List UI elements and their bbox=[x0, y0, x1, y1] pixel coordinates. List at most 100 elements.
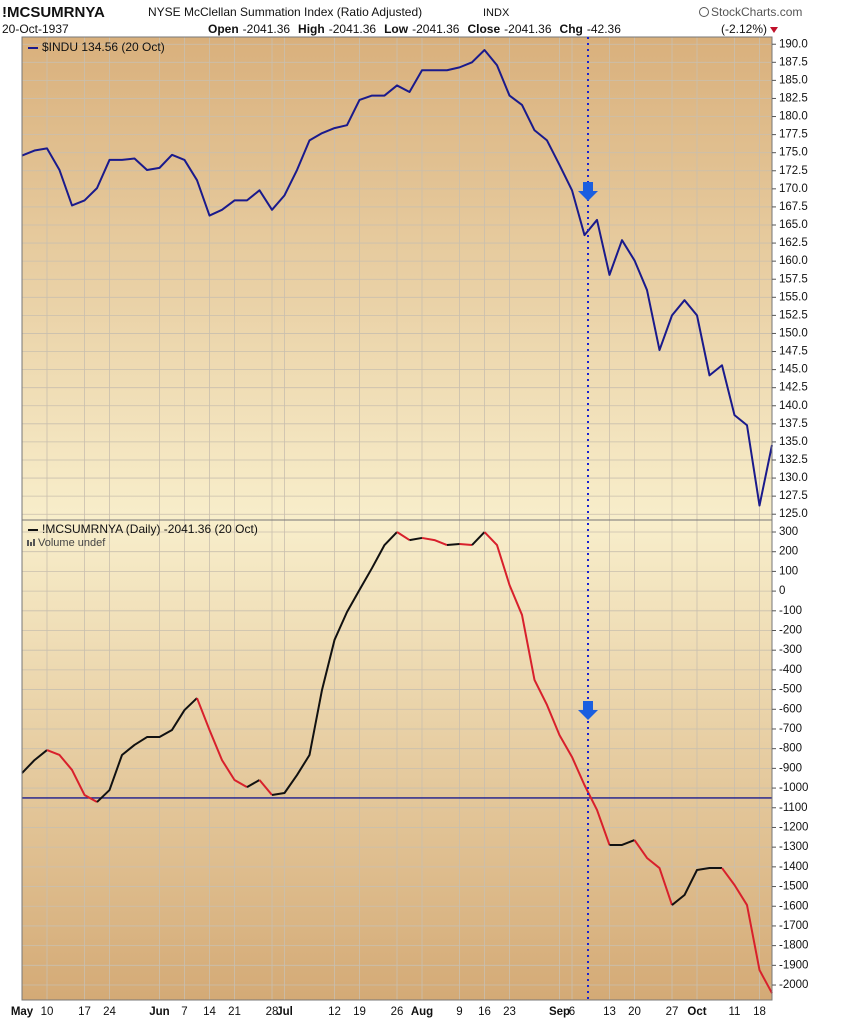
data-layer bbox=[21, 49, 773, 994]
data-line bbox=[409, 536, 423, 542]
legend-entry: $INDU 134.56 (20 Oct) bbox=[42, 40, 165, 54]
y-tick-label: 137.5 bbox=[779, 418, 808, 430]
quote-label: Open bbox=[208, 22, 239, 36]
y-tick-label: 157.5 bbox=[779, 273, 808, 285]
data-line bbox=[96, 697, 198, 803]
y-tick-label: 180.0 bbox=[779, 111, 808, 123]
quote-row: Open -2041.36 High -2041.36 Low -2041.36 Close… bbox=[208, 22, 621, 36]
y-tick-label: 185.0 bbox=[779, 74, 808, 86]
volume-icon bbox=[30, 542, 32, 546]
y-tick-label: -1800 bbox=[779, 940, 808, 952]
data-line bbox=[396, 531, 411, 541]
bottom-frame bbox=[21, 519, 773, 1001]
data-line bbox=[671, 867, 722, 906]
x-tick-label: Jul bbox=[276, 1006, 293, 1018]
y-tick-label: 187.5 bbox=[779, 56, 808, 68]
data-line bbox=[196, 697, 248, 788]
quote-value: -2041.36 bbox=[412, 22, 460, 36]
y-tick-label: -1000 bbox=[779, 782, 808, 794]
y-tick-label: -1400 bbox=[779, 861, 808, 873]
y-tick-label: -1300 bbox=[779, 841, 808, 853]
x-tick-label: 9 bbox=[456, 1006, 462, 1018]
x-tick-label: 19 bbox=[353, 1006, 366, 1018]
x-tick-label: 17 bbox=[78, 1006, 91, 1018]
y-tick-label: 135.0 bbox=[779, 436, 808, 448]
data-line bbox=[258, 779, 273, 796]
quote-label: Low bbox=[384, 22, 409, 36]
x-tick-label: 26 bbox=[391, 1006, 404, 1018]
y-tick-label: -300 bbox=[779, 644, 802, 656]
y-tick-label: 167.5 bbox=[779, 201, 808, 213]
y-tick-label: -1700 bbox=[779, 920, 808, 932]
y-tick-label: -900 bbox=[779, 762, 802, 774]
y-tick-label: 170.0 bbox=[779, 183, 808, 195]
y-tick-label: -800 bbox=[779, 743, 802, 755]
x-tick-label: 28 bbox=[266, 1006, 279, 1018]
y-tick-label: 130.0 bbox=[779, 472, 808, 484]
quote-label: Chg bbox=[560, 22, 583, 36]
y-tick-label: -100 bbox=[779, 605, 802, 617]
y-tick-label: -1900 bbox=[779, 959, 808, 971]
y-tick-label: 142.5 bbox=[779, 382, 808, 394]
y-tick-label: 145.0 bbox=[779, 364, 808, 376]
data-line bbox=[609, 839, 635, 846]
quote-label: High bbox=[298, 22, 325, 36]
data-line bbox=[421, 536, 448, 546]
data-line bbox=[446, 543, 460, 547]
y-tick-label: -1200 bbox=[779, 821, 808, 833]
x-tick-label: 7 bbox=[181, 1006, 187, 1018]
y-tick-label: 132.5 bbox=[779, 454, 808, 466]
y-tick-label: 162.5 bbox=[779, 237, 808, 249]
x-tick-label: 6 bbox=[569, 1006, 575, 1018]
x-tick-label: Sep bbox=[549, 1006, 570, 1018]
quote-label: Close bbox=[467, 22, 500, 36]
y-tick-label: 147.5 bbox=[779, 346, 808, 358]
brand: StockCharts.com bbox=[711, 5, 802, 19]
y-tick-label: 182.5 bbox=[779, 92, 808, 104]
x-tick-label: 27 bbox=[666, 1006, 679, 1018]
change-pct: (-2.12%) bbox=[721, 22, 767, 36]
x-tick-label: 12 bbox=[328, 1006, 341, 1018]
y-tick-label: -500 bbox=[779, 684, 802, 696]
y-tick-label: 175.0 bbox=[779, 147, 808, 159]
volume-icon bbox=[33, 539, 35, 546]
data-line bbox=[471, 531, 486, 546]
y-tick-label: 172.5 bbox=[779, 165, 808, 177]
quote-value: -42.36 bbox=[587, 22, 621, 36]
y-tick-label: 100 bbox=[779, 565, 798, 577]
volume-icon bbox=[27, 540, 29, 546]
x-tick-label: 13 bbox=[603, 1006, 616, 1018]
y-tick-label: 125.0 bbox=[779, 508, 808, 520]
y-tick-label: 200 bbox=[779, 546, 798, 558]
legend-entry: !MCSUMRNYA (Daily) -2041.36 (20 Oct) bbox=[42, 522, 258, 536]
quote-value: -2041.36 bbox=[243, 22, 291, 36]
exchange: INDX bbox=[483, 7, 510, 19]
data-line bbox=[721, 867, 773, 994]
y-tick-label: 165.0 bbox=[779, 219, 808, 231]
data-line bbox=[21, 749, 48, 774]
y-tick-label: -1100 bbox=[779, 802, 808, 814]
date: 20-Oct-1937 bbox=[2, 22, 69, 36]
y-tick-label: -700 bbox=[779, 723, 802, 735]
data-line bbox=[459, 543, 473, 547]
y-tick-label: 150.0 bbox=[779, 327, 808, 339]
y-tick-label: -600 bbox=[779, 703, 802, 715]
x-tick-label: 20 bbox=[628, 1006, 641, 1018]
y-tick-label: 0 bbox=[779, 585, 785, 597]
x-tick-label: 23 bbox=[503, 1006, 516, 1018]
x-tick-label: 21 bbox=[228, 1006, 241, 1018]
y-tick-label: -200 bbox=[779, 625, 802, 637]
y-tick-label: 152.5 bbox=[779, 309, 808, 321]
x-tick-label: May bbox=[11, 1006, 34, 1018]
x-tick-label: Oct bbox=[687, 1006, 706, 1018]
down-icon bbox=[770, 27, 778, 33]
y-tick-label: -2000 bbox=[779, 979, 808, 991]
y-tick-label: 190.0 bbox=[779, 38, 808, 50]
y-tick-label: -1600 bbox=[779, 900, 808, 912]
x-tick-label: 16 bbox=[478, 1006, 491, 1018]
y-tick-label: 127.5 bbox=[779, 490, 808, 502]
y-tick-label: 300 bbox=[779, 526, 798, 538]
y-tick-label: 140.0 bbox=[779, 400, 808, 412]
x-tick-label: 18 bbox=[753, 1006, 766, 1018]
